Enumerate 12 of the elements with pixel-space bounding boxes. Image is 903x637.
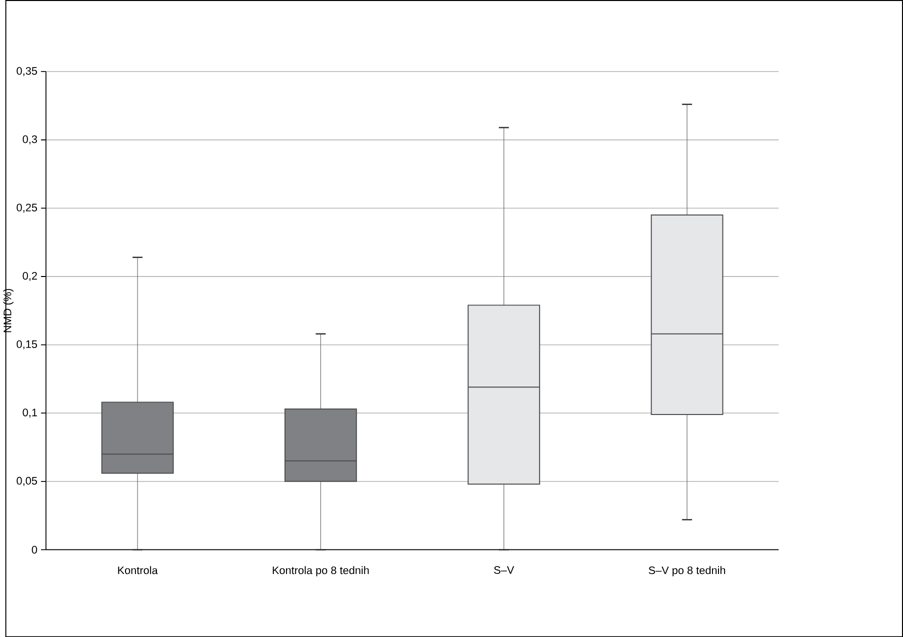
y-tick-label: 0,1 — [22, 408, 37, 418]
y-tick-label: 0,3 — [22, 135, 37, 144]
x-tick-label: S–V po 8 tednih — [648, 566, 726, 576]
y-tick-label: 0 — [32, 546, 38, 554]
y-tick-label: 0,15 — [16, 340, 38, 350]
y-tick-label: 0,35 — [16, 66, 38, 76]
x-tick-label: Kontrola — [118, 566, 158, 574]
y-tick-label: 0,25 — [16, 204, 38, 213]
y-tick-label: 0,05 — [16, 476, 38, 486]
x-tick-label: S–V — [494, 566, 514, 574]
y-tick-label: 0,2 — [22, 272, 37, 281]
x-tick-label: Kontrola po 8 tednih — [272, 566, 369, 576]
